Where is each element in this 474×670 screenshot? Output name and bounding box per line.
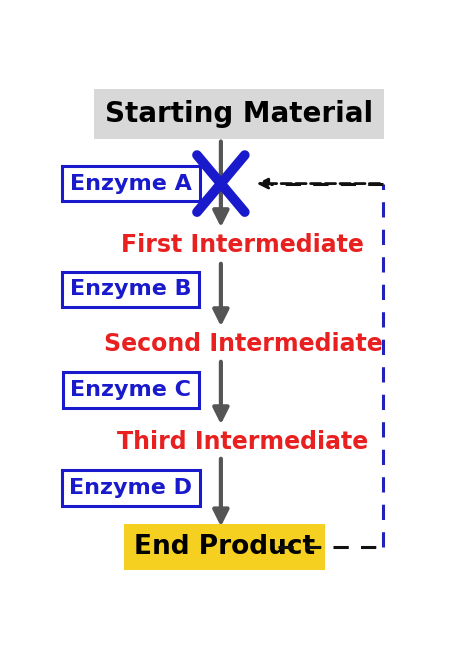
Text: End Product: End Product (134, 534, 315, 560)
Text: Enzyme C: Enzyme C (70, 380, 191, 400)
Text: Third Intermediate: Third Intermediate (117, 429, 369, 454)
Text: Second Intermediate: Second Intermediate (103, 332, 383, 356)
Text: First Intermediate: First Intermediate (121, 233, 365, 257)
Text: Enzyme B: Enzyme B (70, 279, 191, 299)
Text: Enzyme D: Enzyme D (69, 478, 192, 498)
Text: Enzyme A: Enzyme A (70, 174, 192, 194)
Text: Starting Material: Starting Material (105, 100, 374, 128)
